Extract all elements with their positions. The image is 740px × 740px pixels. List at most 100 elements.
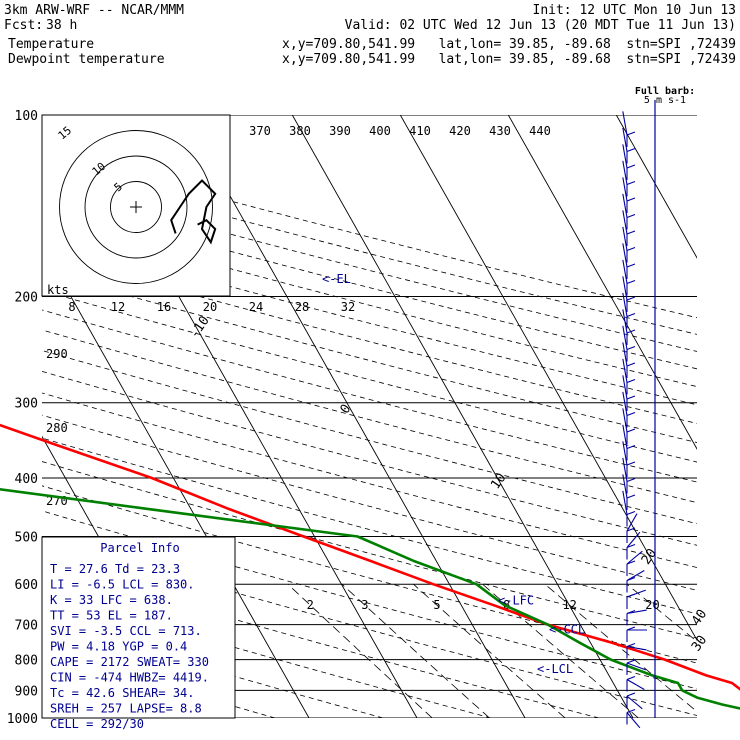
wind-barb xyxy=(626,675,636,681)
parcel-info-title: Parcel Info xyxy=(100,541,179,555)
pressure-tick-label: 100 xyxy=(15,109,38,124)
model-title: 3km ARW-WRF -- NCAR/MMM xyxy=(4,3,184,18)
wind-barbs xyxy=(622,100,656,729)
wind-barb xyxy=(622,391,628,416)
wind-barb xyxy=(626,411,636,417)
dry-adiabat xyxy=(42,536,697,716)
mixing-ratio-label: 2 xyxy=(307,598,314,612)
mixing-ratio-line xyxy=(482,583,639,718)
mixing-ratio-line xyxy=(341,583,490,718)
theta-tick-label: 390 xyxy=(329,124,351,138)
parcel-level-annotation: <-LFC xyxy=(498,593,534,607)
pressure-tick-label: 300 xyxy=(15,397,38,412)
wind-barb xyxy=(626,279,636,285)
wind-barb xyxy=(622,226,628,251)
wind-barb xyxy=(622,243,628,268)
wind-barb xyxy=(626,679,645,690)
theta-tick-label: 430 xyxy=(489,124,511,138)
isotherm-tick-label: 10 xyxy=(488,471,509,492)
wind-barb xyxy=(622,325,628,350)
wind-barb xyxy=(626,230,636,235)
pressure-tick-label: 500 xyxy=(15,530,38,545)
dry-adiabat xyxy=(42,563,600,718)
isotherm-line xyxy=(507,115,697,450)
wind-barb xyxy=(626,695,643,710)
isotherm-line xyxy=(399,115,697,642)
wind-barb xyxy=(626,428,636,433)
parcel-info-row: PW = 4.18 YGP = 0.4 xyxy=(50,640,187,654)
theta-tick-label: 440 xyxy=(529,124,551,138)
parcel-level-annotation: <-CCL xyxy=(549,622,585,636)
wind-barb xyxy=(626,527,636,532)
wind-barb xyxy=(622,177,628,202)
wind-barb xyxy=(626,531,641,548)
parcel-info-row: K = 33 LFC = 638. xyxy=(50,593,173,607)
wind-barb xyxy=(626,560,636,565)
hodograph-speed-label: 12 xyxy=(111,300,125,314)
parcel-info-box: Parcel Info T = 27.6 Td = 23.3 LI = -6.5 … xyxy=(41,536,236,731)
wind-barb xyxy=(622,144,628,169)
dewpoint-legend: Dewpoint temperature xyxy=(8,52,165,67)
wind-barb xyxy=(626,510,636,516)
wind-barb xyxy=(626,708,636,714)
parcel-info-row: CELL = 292/30 xyxy=(50,717,144,731)
sounding-profiles: <-EL <-LFC <-CCL <-LCL xyxy=(0,272,740,710)
wind-barb xyxy=(622,193,628,218)
wind-barb xyxy=(626,444,636,450)
mixing-ratio-line xyxy=(413,583,566,718)
wind-barb-legend-unit: 5 m s-1 xyxy=(644,95,686,106)
mixing-ratio-label: 5 xyxy=(433,598,440,612)
hodograph-speed-label: 16 xyxy=(157,300,171,314)
dry-adiabat xyxy=(42,590,492,718)
wind-barb xyxy=(626,662,646,671)
parcel-info-row: CAPE = 2172 SWEAT= 330 xyxy=(50,655,209,669)
mixing-ratio-label: 20 xyxy=(645,598,659,612)
wind-barb xyxy=(626,513,638,532)
wind-barb xyxy=(626,263,636,268)
wind-barb xyxy=(626,395,636,400)
wind-barb xyxy=(622,441,628,466)
wind-barb xyxy=(626,477,636,483)
wind-barb xyxy=(622,160,628,185)
wind-barb xyxy=(626,576,636,582)
dry-adiabat xyxy=(42,252,697,424)
theta-tick-label: 410 xyxy=(409,124,431,138)
mixing-ratio-line xyxy=(287,583,433,718)
wind-barb xyxy=(622,457,628,482)
pressure-tick-label: 900 xyxy=(15,684,38,699)
wind-barb xyxy=(626,712,641,729)
theta-tick-label: 400 xyxy=(369,124,391,138)
pressure-tick-label: 200 xyxy=(15,291,38,306)
hodograph-speed-label: 24 xyxy=(249,300,263,314)
hodograph-speed-label: 20 xyxy=(203,300,217,314)
parcel-info-row: TT = 53 EL = 187. xyxy=(50,609,173,623)
parcel-info-row: SVI = -3.5 CCL = 713. xyxy=(50,624,202,638)
pressure-tick-label: 700 xyxy=(15,619,38,634)
wind-barb xyxy=(622,408,628,433)
wind-barb xyxy=(626,692,636,697)
isotherm-line xyxy=(291,115,634,718)
valid-time: Valid: 02 UTC Wed 12 Jun 13 (20 MDT Tue … xyxy=(345,18,736,33)
wind-barb xyxy=(626,197,636,202)
dry-adiabat xyxy=(42,290,697,463)
wind-barb xyxy=(626,147,636,153)
wind-barb xyxy=(626,345,636,351)
wind-barb-legend-label: Full barb: xyxy=(635,86,695,97)
isotherm-line xyxy=(183,115,526,718)
hodograph-ring xyxy=(59,130,213,284)
wind-barb xyxy=(626,131,636,136)
wind-barb xyxy=(626,626,636,631)
mixing-ratio-line xyxy=(544,583,697,713)
fcst-label: Fcst: xyxy=(4,18,43,33)
pressure-tick-label: 400 xyxy=(15,472,38,487)
wind-barb xyxy=(626,461,636,466)
hodograph-ring xyxy=(110,181,162,233)
hodograph-speed-label: 32 xyxy=(341,300,355,314)
theta-tick-label: 370 xyxy=(249,124,271,138)
parcel-info-row: SREH = 257 LAPSE= 8.8 xyxy=(50,702,202,716)
wind-barb xyxy=(626,550,643,565)
isotherm-tick-label: 40 xyxy=(689,607,710,628)
dewpoint-profile xyxy=(0,488,740,710)
